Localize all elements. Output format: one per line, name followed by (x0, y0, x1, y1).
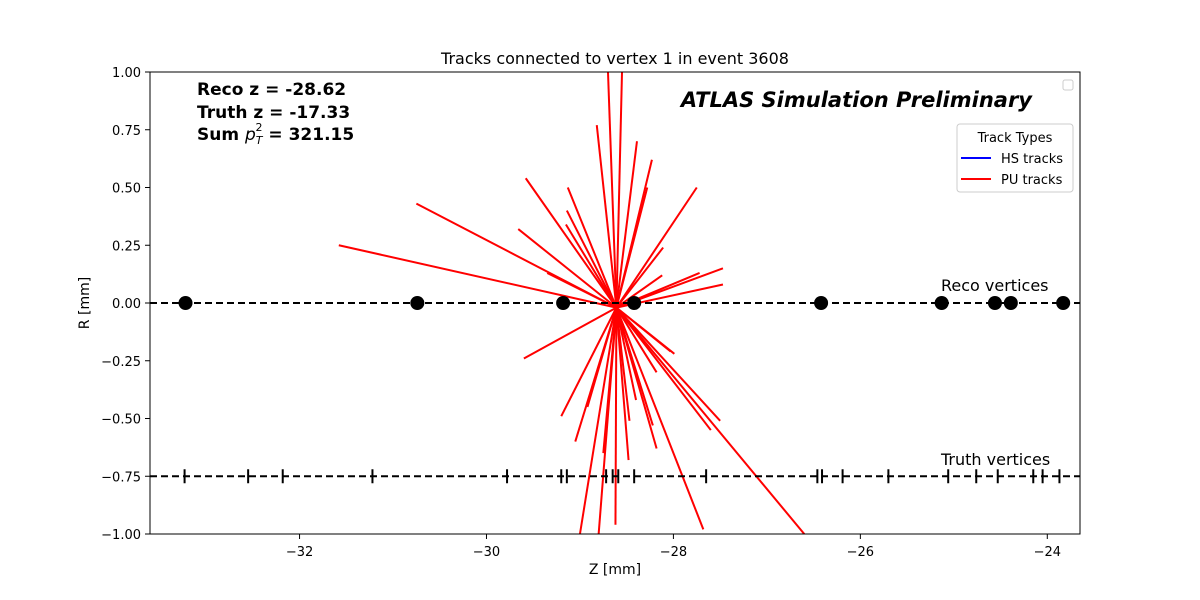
x-tick-label: −24 (1034, 545, 1061, 560)
track-line (615, 307, 705, 530)
track-line (597, 307, 618, 535)
track-line (560, 307, 618, 417)
sum-pt-sub: T (256, 134, 264, 147)
reco-vertex-marker (556, 296, 571, 310)
reco-vertex-marker (410, 296, 425, 310)
track-line (615, 306, 721, 422)
reco-vertex-marker (934, 296, 949, 310)
track-line (524, 177, 618, 309)
track-line (517, 228, 618, 309)
atlas-label: ATLAS Simulation Preliminary (679, 88, 1033, 112)
legend-frame (956, 123, 1074, 193)
track-line (523, 306, 617, 360)
y-tick-label: 0.75 (112, 124, 141, 139)
track-line (615, 306, 806, 535)
truth-z-annotation: Truth z = -17.33 (197, 103, 350, 123)
y-axis: 1.00 0.75 0.50 0.25 0.00 −0.25 −0.50 −0.75 −1.00 (101, 66, 150, 543)
track-line (615, 307, 638, 401)
track-line (546, 272, 617, 309)
legend: Track Types HS tracks PU tracks (956, 123, 1074, 193)
truth-vertices-label: Truth vertices (940, 450, 1050, 469)
track-line (615, 187, 649, 308)
x-tick-label: −30 (473, 545, 500, 560)
truth-vertex-markers (183, 469, 1061, 484)
reco-vertex-marker (1003, 296, 1018, 310)
track-line (595, 125, 618, 308)
track-line (615, 141, 638, 308)
track-lines (338, 71, 806, 535)
chart-title: Tracks connected to vertex 1 in event 36… (440, 49, 789, 68)
y-tick-label: 0.00 (112, 297, 141, 312)
empty-legend-box (1062, 79, 1074, 91)
track-line (615, 71, 624, 308)
sum-pt-value: = 321.15 (263, 125, 355, 145)
y-tick-label: 0.25 (112, 239, 141, 254)
track-line (615, 307, 658, 373)
track-line (615, 307, 630, 461)
reco-z-annotation: Reco z = -28.62 (197, 80, 346, 100)
x-tick-label: −28 (660, 545, 687, 560)
y-tick-label: 0.50 (112, 182, 141, 197)
reference-lines (150, 302, 1080, 478)
reco-vertex-marker (627, 296, 642, 310)
legend-pu-label: PU tracks (1001, 173, 1063, 188)
sum-pt-symbol: p (244, 125, 256, 145)
reco-vertices-label: Reco vertices (941, 276, 1049, 295)
y-tick-label: 1.00 (112, 66, 141, 81)
track-line (606, 71, 618, 308)
y-tick-label: −0.25 (101, 355, 141, 370)
track-line (578, 307, 618, 535)
reco-vertex-marker (178, 296, 193, 310)
sum-pt-prefix: Sum (197, 125, 245, 145)
reco-vertex-marker (987, 296, 1002, 310)
legend-hs-label: HS tracks (1001, 152, 1063, 167)
track-line (566, 187, 618, 308)
y-tick-label: −1.00 (101, 528, 141, 543)
track-line (615, 186, 698, 309)
track-line (574, 307, 618, 442)
track-line (615, 306, 675, 355)
track-line (565, 223, 618, 309)
y-tick-label: −0.50 (101, 413, 141, 428)
x-tick-label: −32 (286, 545, 313, 560)
x-axis: −32 −30 −28 −26 −24 (286, 534, 1061, 560)
y-axis-label: R [mm] (77, 277, 93, 329)
sum-pt-sup: 2 (256, 121, 263, 134)
x-tick-label: −26 (847, 545, 874, 560)
reco-vertex-marker (1056, 296, 1071, 310)
track-line (565, 210, 618, 309)
y-tick-label: −0.75 (101, 470, 141, 485)
track-line (338, 244, 617, 309)
reco-vertex-markers (178, 296, 1071, 310)
track-line (614, 307, 618, 525)
reco-vertex-marker (814, 296, 829, 310)
x-axis-label: Z [mm] (589, 562, 641, 578)
legend-title: Track Types (977, 131, 1053, 146)
sum-pt-annotation: Sum pT2 = 321.15 (197, 121, 354, 147)
track-line (615, 307, 654, 426)
